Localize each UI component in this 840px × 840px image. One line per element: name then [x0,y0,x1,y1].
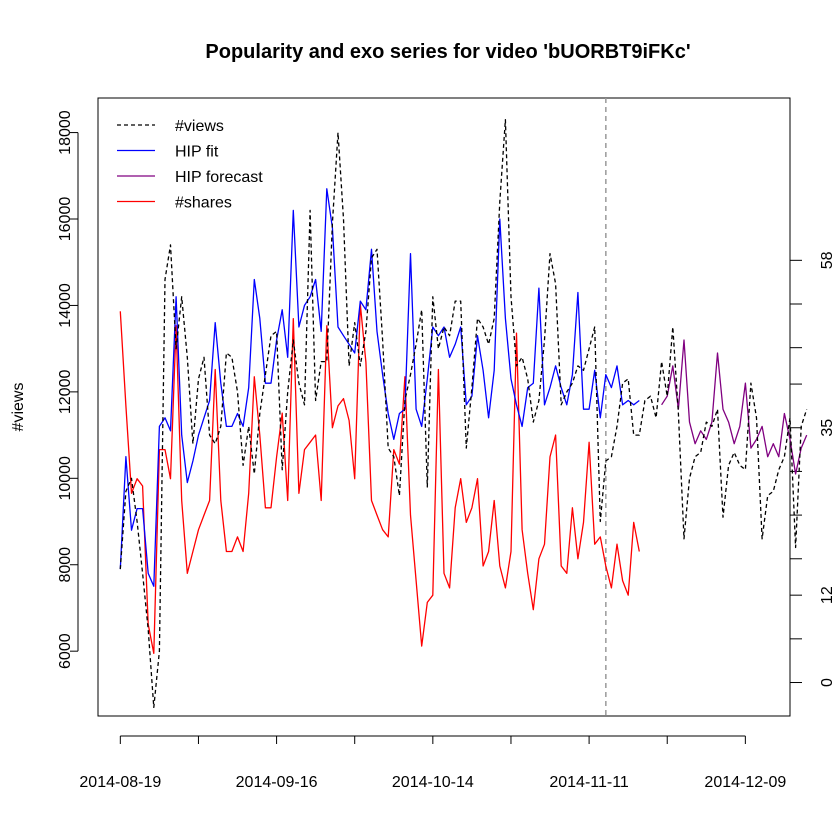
y-tick-label: 6000 [57,633,74,669]
series-line-hip-fit [119,188,640,587]
y-tick-label: 14000 [57,283,74,328]
right-tick-label: 58 [819,251,836,269]
legend-label: HIP fit [175,144,219,161]
x-tick-label: 2014-12-09 [704,774,786,791]
plot-frame [97,97,791,717]
right-tick-label: 35 [819,419,836,437]
x-tick-label: 2014-08-19 [79,774,161,791]
x-tick-label: 2014-11-11 [549,774,629,791]
right-tick-label: 0 [819,678,836,687]
x-tick-label: 2014-09-16 [236,774,318,791]
chart-title: Popularity and exo series for video 'bUO… [205,41,690,63]
y-tick-label: 10000 [57,456,74,501]
right-tick-label: 12 [819,586,836,604]
x-axis: 2014-08-19 2014-09-16 2014-10-14 2014-11-11… [79,735,786,791]
legend-label: #views [175,118,224,135]
legend: #views HIP fit HIP forecast #shares [117,118,263,212]
legend-label: HIP forecast [175,169,263,186]
right-axis: 0 12 35 58 [789,251,836,687]
legend-label: #shares [175,195,232,212]
y-axis: 6000 8000 10000 12000 14000 16000 18000 [57,110,79,669]
y-tick-label: 8000 [57,547,74,583]
y-tick-label: 16000 [57,197,74,242]
series-line-views [119,118,808,709]
y-tick-label: 18000 [57,110,74,155]
series-line-hip-forecast [661,339,808,475]
y-tick-label: 12000 [57,370,74,415]
x-tick-label: 2014-10-14 [392,774,474,791]
series-layer [119,118,808,709]
y-axis-label: #views [10,383,27,432]
series-line-shares [119,303,640,655]
